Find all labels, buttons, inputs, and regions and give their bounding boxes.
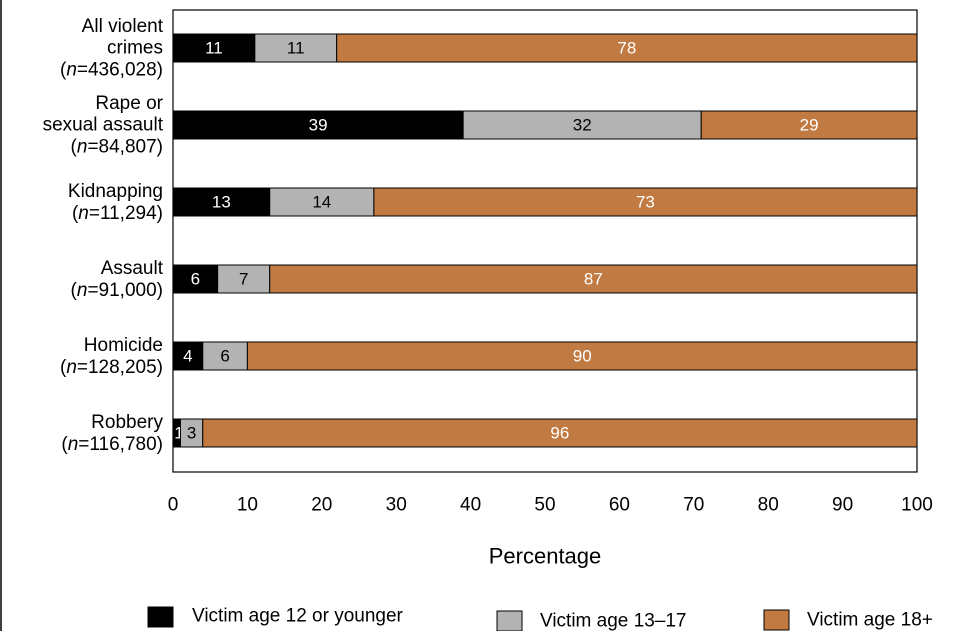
n-symbol: n [66, 59, 77, 80]
x-tick-label: 60 [609, 495, 630, 516]
bar-segment [202, 418, 918, 448]
n-value: =116,780) [78, 433, 163, 454]
category-label: Robbery [91, 412, 163, 433]
bar-value-label: 4 [183, 347, 192, 366]
n-open-paren: ( [72, 202, 79, 223]
bar-value-label: 32 [573, 116, 592, 135]
bar-value-label: 13 [212, 193, 231, 212]
bar-value-label: 90 [573, 347, 592, 366]
n-symbol: n [77, 279, 88, 300]
bar-value-label: 6 [191, 270, 200, 289]
n-open-paren: ( [61, 433, 68, 454]
bar-segment [462, 110, 702, 140]
bar-value-label: 1 [174, 424, 183, 443]
x-tick-label: 70 [683, 495, 704, 516]
plot-frame [172, 9, 918, 473]
category-n-label: (n=116,780) [61, 433, 163, 454]
x-tick-label: 30 [386, 495, 407, 516]
bar-value-label: 39 [309, 116, 328, 135]
bar-value-label: 3 [187, 424, 196, 443]
legend-swatch [147, 606, 174, 628]
bar-segment [172, 264, 219, 294]
legend-label: Victim age 13–17 [540, 611, 686, 632]
bar-segment [172, 187, 271, 217]
bar-value-label: 78 [617, 39, 636, 58]
legend-label: Victim age 12 or younger [192, 606, 404, 627]
bar-segment [254, 33, 338, 63]
category-label: crimes [107, 38, 163, 59]
n-value: =91,000) [87, 279, 163, 300]
bar-value-label: 7 [239, 270, 248, 289]
x-tick-label: 50 [534, 495, 555, 516]
category-n-label: (n=436,028) [60, 59, 163, 80]
bar-segment [202, 341, 248, 371]
category-label: Assault [101, 258, 164, 279]
bar-segment [269, 264, 918, 294]
bar-value-label: 11 [287, 39, 305, 58]
n-value: =11,294) [89, 202, 163, 223]
bar-segment [172, 110, 464, 140]
x-tick-label: 10 [237, 495, 258, 516]
category-n-label: (n=91,000) [71, 279, 163, 300]
n-value: =128,205) [77, 356, 163, 377]
bar-value-label: 14 [312, 193, 331, 212]
x-tick-label: 40 [460, 495, 481, 516]
x-axis-title: Percentage [489, 544, 602, 569]
n-value: =436,028) [77, 59, 163, 80]
category-label: Rape or [95, 93, 163, 114]
category-label: Homicide [84, 335, 163, 356]
n-symbol: n [77, 136, 88, 157]
category-n-label: (n=128,205) [60, 356, 163, 377]
category-n-label: (n=84,807) [71, 136, 163, 157]
n-open-paren: ( [60, 59, 67, 80]
bar-value-label: 11 [205, 39, 223, 58]
bar-value-label: 29 [800, 116, 819, 135]
n-open-paren: ( [71, 136, 78, 157]
bar-segment [336, 33, 918, 63]
category-label: sexual assault [43, 115, 164, 136]
n-value: =84,807) [87, 136, 163, 157]
n-symbol: n [68, 433, 79, 454]
legend-label: Victim age 18+ [807, 610, 933, 631]
x-tick-label: 80 [758, 495, 779, 516]
bar-value-label: 6 [220, 347, 229, 366]
n-open-paren: ( [71, 279, 78, 300]
bar-value-label: 96 [550, 424, 569, 443]
category-label: All violent [82, 16, 164, 37]
legend-swatch [496, 610, 523, 632]
bar-segment [700, 110, 918, 140]
x-tick-label: 90 [832, 495, 853, 516]
category-n-label: (n=11,294) [72, 202, 163, 223]
x-tick-label: 20 [311, 495, 332, 516]
bar-segment [172, 341, 204, 371]
n-symbol: n [78, 202, 89, 223]
bar-value-label: 73 [636, 193, 655, 212]
bar-segment [373, 187, 918, 217]
bar-segment [269, 187, 375, 217]
n-symbol: n [66, 356, 77, 377]
bar-segment [217, 264, 271, 294]
legend-swatch [763, 609, 790, 631]
x-tick-label: 100 [901, 495, 933, 516]
x-tick-label: 0 [168, 495, 179, 516]
bar-value-label: 87 [584, 270, 603, 289]
category-label: Kidnapping [68, 181, 163, 202]
bar-segment [246, 341, 918, 371]
n-open-paren: ( [60, 356, 67, 377]
